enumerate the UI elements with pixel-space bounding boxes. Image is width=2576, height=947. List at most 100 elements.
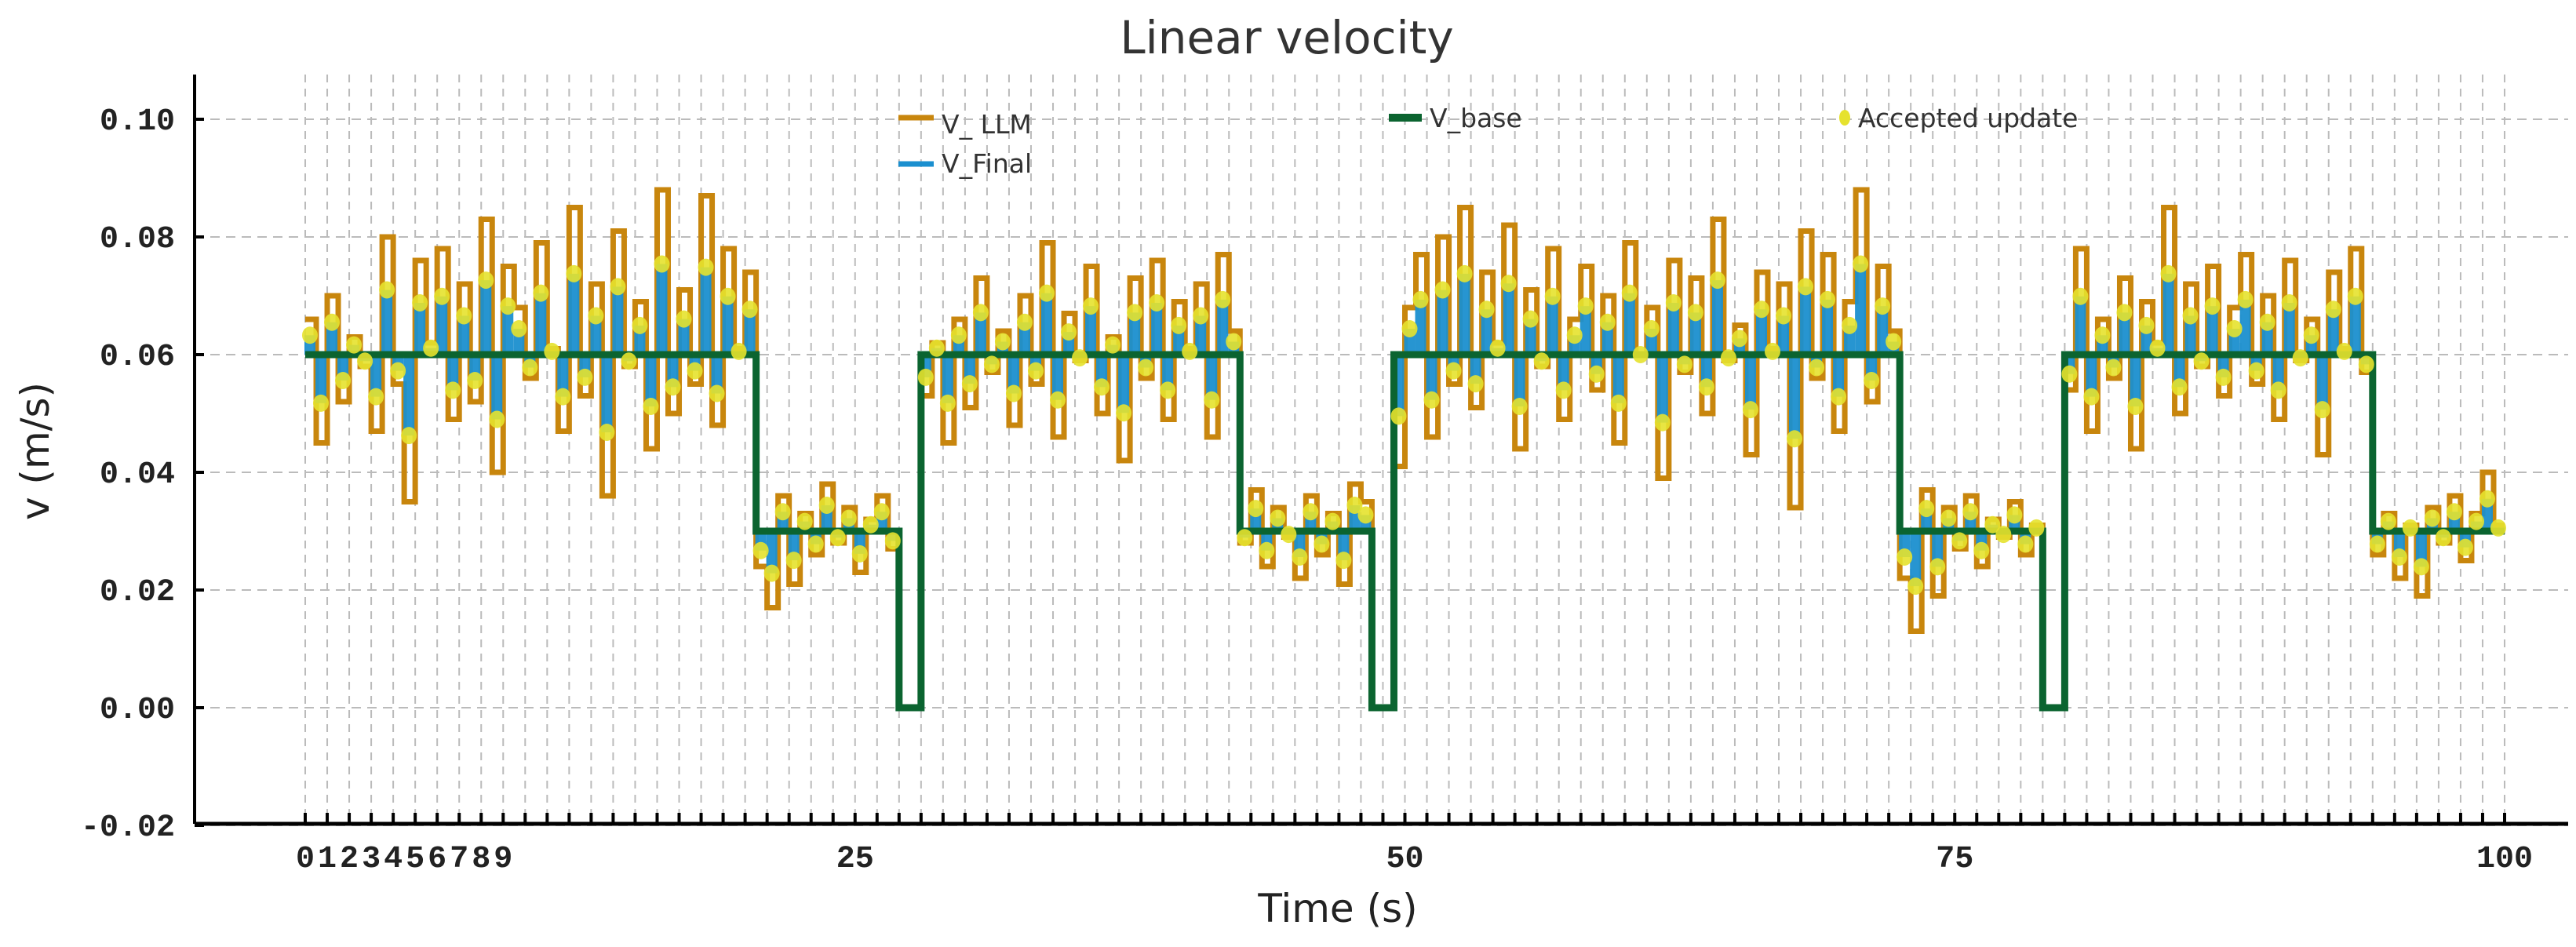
accepted-update-point — [731, 342, 747, 360]
v-final-bar — [2316, 355, 2328, 410]
accepted-update-point — [1039, 284, 1055, 302]
accepted-update-point — [1050, 391, 1066, 409]
v-final-bar — [436, 296, 448, 355]
v-final-bar — [1459, 273, 1470, 355]
accepted-update-point — [774, 503, 791, 521]
v-final-bar — [2086, 355, 2097, 397]
accepted-update-point — [1467, 375, 1484, 393]
v-final-bar — [370, 355, 382, 397]
accepted-update-point — [1456, 264, 1473, 282]
accepted-update-point — [2292, 349, 2308, 367]
accepted-update-point — [1390, 407, 1407, 425]
v-final-bar — [590, 315, 602, 355]
accepted-update-point — [1193, 307, 1209, 325]
v-final-bar — [744, 309, 756, 355]
legend-accepted-label: Accepted update — [1858, 103, 2078, 133]
accepted-update-point — [478, 271, 494, 290]
accepted-update-point — [1489, 339, 1506, 357]
accepted-update-point — [2347, 287, 2363, 305]
accepted-update-point — [335, 372, 352, 389]
accepted-update-point — [577, 368, 593, 386]
v-final-bar — [1558, 355, 1569, 391]
accepted-update-point — [2281, 294, 2297, 311]
x-tick-label: 4 — [384, 842, 403, 877]
v-final-bar — [1689, 312, 1701, 355]
accepted-update-point — [2083, 388, 2100, 406]
accepted-update-point — [1962, 503, 1979, 521]
accepted-update-point — [1226, 333, 1242, 351]
accepted-update-point — [1853, 255, 1869, 273]
accepted-update-point — [2138, 316, 2155, 334]
y-tick-label: -0.02 — [81, 810, 175, 846]
accepted-update-point — [588, 307, 604, 325]
accepted-update-point — [1566, 326, 1583, 344]
accepted-update-point — [522, 359, 538, 377]
accepted-update-point — [1787, 430, 1803, 448]
legend-final-label: V_Final — [942, 148, 1032, 179]
accepted-update-point — [1027, 362, 1044, 380]
y-tick-label: 0.06 — [100, 340, 175, 375]
accepted-update-point — [1016, 313, 1033, 331]
accepted-update-point — [621, 352, 637, 370]
accepted-update-point — [632, 316, 648, 334]
v-final-bar — [1437, 290, 1448, 355]
accepted-update-point — [1478, 300, 1495, 319]
v-final-bar — [2206, 306, 2218, 355]
accepted-update-point — [2204, 297, 2221, 315]
accepted-update-point — [313, 394, 330, 412]
v-llm-line — [305, 187, 2505, 711]
accepted-update-point — [489, 410, 505, 428]
v-final-bar — [315, 355, 327, 403]
accepted-update-point — [1412, 290, 1429, 308]
x-tick-label: 3 — [362, 842, 381, 877]
v-final-bar — [1667, 303, 1679, 355]
accepted-update-point — [1270, 509, 1286, 527]
v-final-bar — [656, 264, 668, 355]
v-final-bar — [1118, 355, 1130, 413]
v-final-bar — [1910, 531, 1922, 587]
accepted-update-point — [2160, 264, 2177, 282]
accepted-update-point — [2226, 320, 2243, 337]
accepted-update-point — [1731, 330, 1747, 348]
v-final-bar — [1096, 355, 1108, 388]
accepted-update-point — [2413, 558, 2429, 576]
accepted-update-point — [1324, 512, 1341, 530]
x-axis-label: Time (s) — [1257, 886, 1417, 931]
v-final-bar — [1018, 322, 1030, 355]
accepted-update-point — [1204, 391, 1220, 409]
v-final-bar — [700, 267, 712, 355]
accepted-update-point — [2149, 339, 2166, 357]
v-final-bar — [2481, 498, 2493, 531]
accepted-update-point — [741, 300, 758, 319]
v-final-bar — [1514, 355, 1525, 406]
accepted-update-point — [1401, 320, 1418, 337]
x-tick-label: 0 — [296, 842, 315, 877]
accepted-update-point — [1764, 342, 1780, 360]
accepted-update-point — [1555, 381, 1572, 399]
v-final-bar — [568, 273, 580, 355]
accepted-update-point — [379, 281, 395, 299]
accepted-update-point — [1522, 310, 1539, 328]
accepted-update-point — [401, 427, 417, 445]
chart-title: Linear velocity — [1120, 11, 1453, 64]
y-tick-label: 0.04 — [100, 457, 175, 493]
x-tick-label: 6 — [428, 842, 446, 877]
accepted-update-point — [1281, 526, 1297, 544]
accepted-update-point — [709, 384, 725, 402]
accepted-update-point — [1951, 532, 1968, 550]
accepted-update-point — [1831, 388, 1847, 406]
accepted-update-point — [2182, 307, 2199, 325]
accepted-update-point — [1665, 294, 1682, 311]
accepted-update-point — [829, 529, 846, 547]
accepted-update-point — [2391, 548, 2407, 566]
accepted-update-point — [2127, 398, 2144, 415]
v-final-bar — [612, 286, 624, 355]
v-final-bar — [2272, 355, 2284, 391]
accepted-update-point — [1610, 394, 1627, 412]
accepted-update-point — [1215, 290, 1231, 308]
v-final-bar — [502, 306, 514, 355]
y-tick-label: 0.02 — [100, 575, 175, 610]
accepted-update-point — [1698, 378, 1714, 396]
accepted-update-point — [1259, 541, 1275, 559]
